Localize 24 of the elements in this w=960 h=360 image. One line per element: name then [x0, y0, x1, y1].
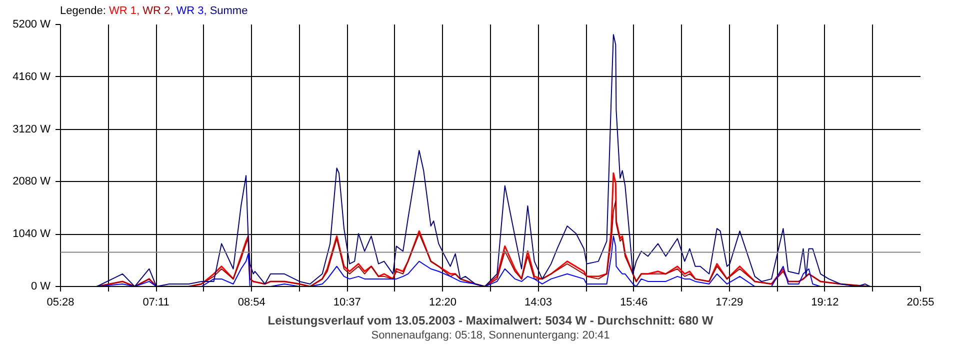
x-tick-label: 15:46 [620, 296, 648, 308]
y-tick-label: 5200 W [12, 18, 52, 30]
text: WR 1, [108, 5, 140, 17]
y-tick-label: 4160 W [12, 70, 52, 83]
text: WR 2, [142, 5, 174, 17]
text: Summe [210, 5, 248, 17]
x-tick-label: 20:55 [906, 296, 934, 308]
y-tick-label: 2080 W [12, 176, 52, 188]
text: Sonnenaufgang: 05:18, Sonnenuntergang: 20:41 [371, 330, 610, 342]
x-tick-label: 07:11 [142, 296, 170, 308]
legend-title: Legende: [60, 5, 106, 17]
y-tick-label: 0 W [30, 280, 52, 292]
x-tick-label: 08:54 [238, 296, 266, 308]
x-tick-label: 10:37 [333, 296, 361, 308]
text: WR 3, [176, 5, 207, 17]
x-tick-label: 14:03 [524, 296, 552, 308]
x-tick-label: 05:28 [46, 296, 74, 308]
y-tick-label: 3120 W [12, 123, 52, 136]
x-tick-label: 12:20 [428, 296, 456, 308]
x-tick-label: 19:12 [811, 296, 839, 308]
text: Leistungsverlauf vom 13.05.2003 - Maximalwert: 5034 W - Durchschnitt: 680 W [268, 314, 714, 328]
x-tick-label: 17:29 [716, 296, 744, 308]
line-series [96, 34, 871, 286]
y-tick-label: 1040 W [12, 228, 52, 240]
